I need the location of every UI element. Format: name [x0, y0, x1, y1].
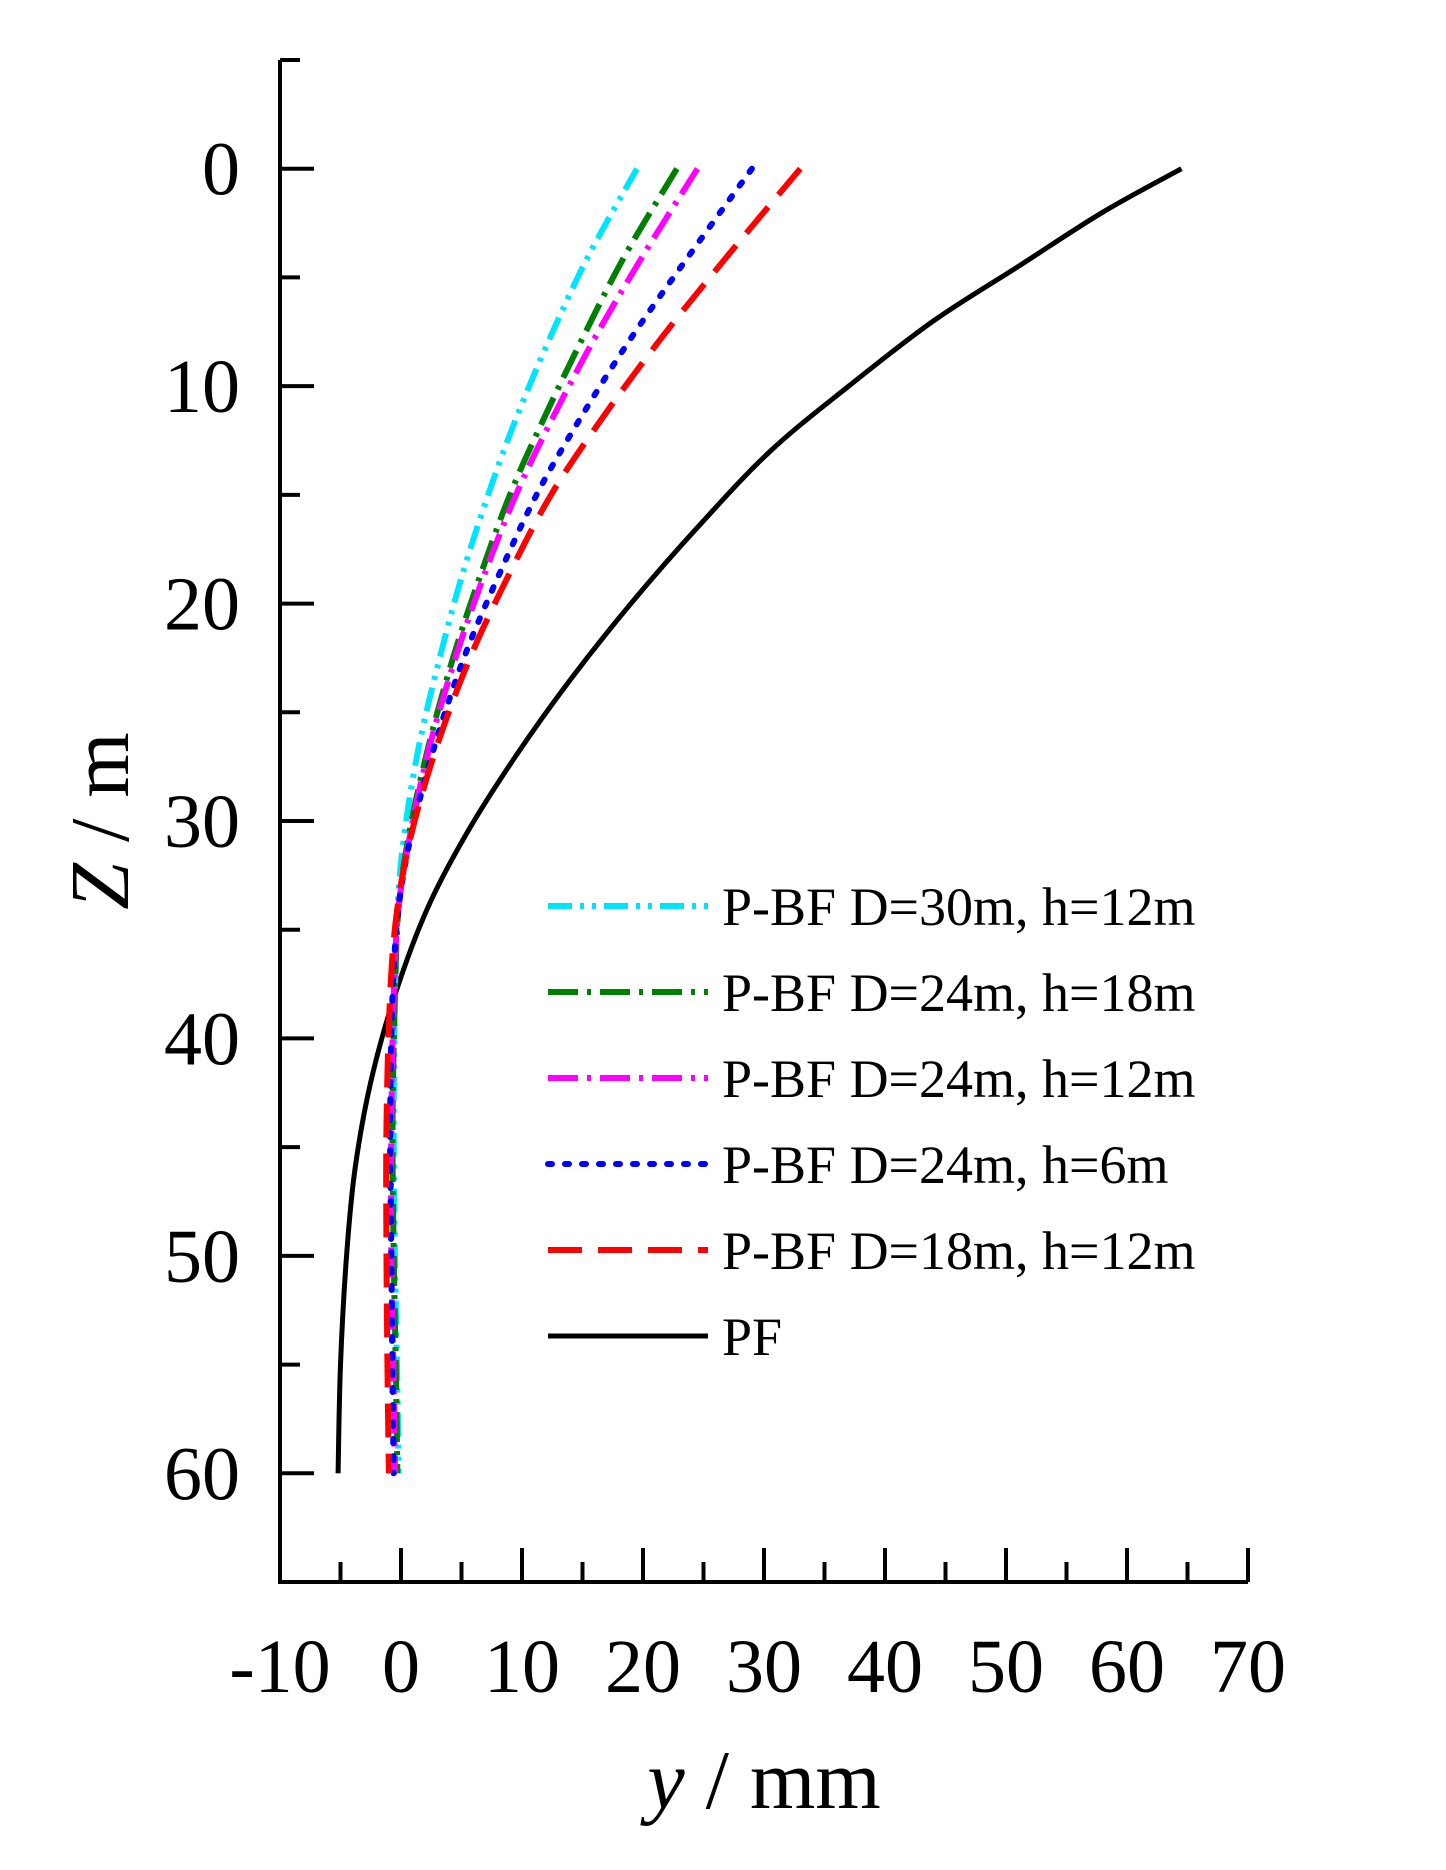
x-tick-label: 30	[726, 1625, 802, 1709]
series-line-p-bf-d-24m-h-12m	[388, 167, 700, 1474]
y-tick-label: 10	[164, 345, 240, 429]
y-tick-label: 50	[164, 1215, 240, 1299]
x-tick-label: 20	[605, 1625, 681, 1709]
legend-label: P-BF D=24m, h=18m	[722, 963, 1195, 1023]
legend-label: P-BF D=24m, h=6m	[722, 1135, 1168, 1195]
y-tick-label: 0	[202, 128, 240, 212]
y-axis-title-variable: Z	[54, 862, 147, 910]
x-tick-label: 70	[1210, 1625, 1286, 1709]
x-tick-label: 40	[847, 1625, 923, 1709]
x-tick-label: 10	[484, 1625, 560, 1709]
y-tick-label: 40	[164, 997, 240, 1081]
x-tick-label: 50	[968, 1625, 1044, 1709]
series-line-pf	[335, 166, 1183, 1474]
legend-label: P-BF D=24m, h=12m	[722, 1049, 1195, 1109]
legend-label: P-BF D=18m, h=12m	[722, 1221, 1195, 1281]
legend: P-BF D=30m, h=12m P-BF D=24m, h=18m P-BF D…	[545, 877, 1195, 1367]
series-layer	[335, 165, 1183, 1477]
series-line-p-bf-d-24m-h-18m	[389, 167, 680, 1474]
y-axis-title-unit: / m	[54, 732, 147, 863]
y-tick-label: 20	[164, 563, 240, 647]
x-axis-title-variable: y	[639, 1734, 685, 1827]
series-line-p-bf-d-18m-h-12m	[383, 166, 803, 1474]
x-tick-label: -10	[229, 1625, 330, 1709]
series-line-p-bf-d-24m-h-6m	[387, 165, 755, 1477]
x-axis-title: y / mm	[639, 1734, 880, 1827]
series-line-p-bf-d-30m-h-12m	[390, 167, 640, 1474]
axes: 0 10 20 30 40 50 60 -10 0 10 20 30 40 50 60 70	[164, 58, 1286, 1709]
axis-titles: y / mm Z / m	[54, 732, 881, 1827]
x-axis-title-unit: / mm	[685, 1734, 881, 1827]
x-tick-label: 60	[1089, 1625, 1165, 1709]
y-tick-label: 60	[164, 1432, 240, 1516]
x-tick-label: 0	[382, 1625, 420, 1709]
y-tick-label: 30	[164, 780, 240, 864]
legend-label: P-BF D=30m, h=12m	[722, 877, 1195, 937]
y-axis-title: Z / m	[54, 732, 147, 909]
legend-label: PF	[722, 1307, 782, 1367]
